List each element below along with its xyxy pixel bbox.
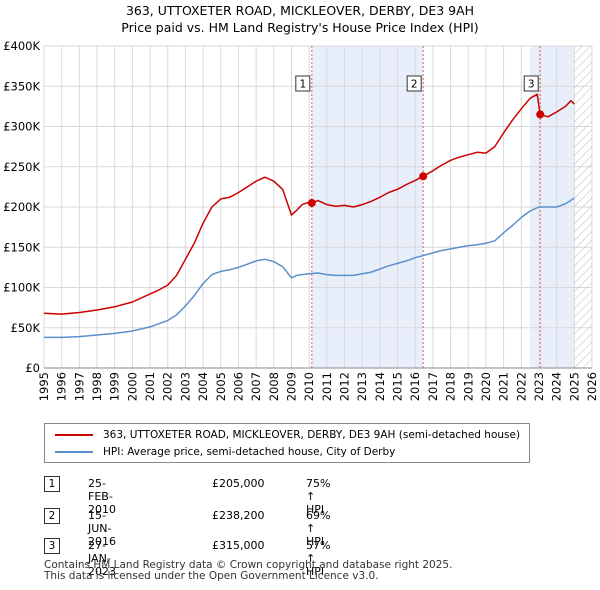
transaction-price: £238,200 bbox=[212, 509, 265, 522]
transaction-date: 15-JUN-2016 bbox=[88, 509, 116, 548]
x-tick-label: 2021 bbox=[497, 372, 511, 401]
sale-point bbox=[419, 172, 428, 181]
transaction-hpi: 75% ↑ HPI bbox=[306, 477, 331, 516]
y-tick-label: £0 bbox=[25, 361, 40, 375]
x-tick-label: 1999 bbox=[108, 372, 122, 401]
sale-marker-box bbox=[523, 75, 539, 92]
footer: Contains HM Land Registry data © Crown c… bbox=[44, 560, 452, 582]
transaction-number: 3 bbox=[44, 538, 60, 554]
sale-marker-label: 3 bbox=[528, 79, 535, 91]
legend-label-hpi: HPI: Average price, semi-detached house,… bbox=[103, 446, 396, 458]
transaction-price: £315,000 bbox=[212, 539, 265, 552]
x-tick-label: 2022 bbox=[514, 372, 528, 401]
x-tick-label: 2000 bbox=[125, 372, 139, 401]
x-tick-label: 2011 bbox=[320, 372, 334, 401]
x-tick-label: 2007 bbox=[249, 372, 263, 401]
x-tick-label: 2026 bbox=[585, 372, 599, 401]
x-tick-label: 2017 bbox=[426, 372, 440, 401]
x-tick-label: 2015 bbox=[391, 372, 405, 401]
transaction-number: 2 bbox=[44, 508, 60, 524]
sale-marker-box bbox=[295, 75, 311, 92]
x-tick-label: 2018 bbox=[444, 372, 458, 401]
legend-label-price: 363, UTTOXETER ROAD, MICKLEOVER, DERBY, … bbox=[103, 429, 521, 441]
y-tick-label: £200K bbox=[3, 200, 40, 214]
x-tick-label: 2023 bbox=[532, 372, 546, 401]
transaction-hpi: 69% ↑ HPI bbox=[306, 509, 331, 548]
blue-line-swatch bbox=[55, 451, 93, 453]
transaction-number: 1 bbox=[44, 476, 60, 492]
price-chart: 1 2 3 £0 £50K £100K £150K £200K £250K £300K £350K… bbox=[3, 39, 599, 401]
sale-marker-box bbox=[406, 75, 422, 92]
legend: 363, UTTOXETER ROAD, MICKLEOVER, DERBY, … bbox=[44, 423, 530, 463]
x-tick-label: 2025 bbox=[567, 372, 581, 401]
x-tick-label: 2013 bbox=[355, 372, 369, 401]
transaction-hpi: 57% ↑ HPI bbox=[306, 539, 331, 578]
y-tick-label: £50K bbox=[11, 321, 41, 335]
x-tick-label: 2006 bbox=[231, 372, 245, 401]
y-tick-label: £350K bbox=[3, 79, 40, 93]
x-tick-label: 2014 bbox=[373, 372, 387, 401]
x-tick-label: 2005 bbox=[214, 372, 228, 401]
transaction-price: £205,000 bbox=[212, 477, 265, 490]
transaction-date: 27-JAN-2023 bbox=[88, 539, 116, 578]
x-tick-label: 2003 bbox=[178, 372, 192, 401]
x-tick-label: 1996 bbox=[55, 372, 69, 401]
sale-marker-label: 1 bbox=[299, 79, 306, 91]
sale-point bbox=[536, 110, 545, 119]
legend-item-price: 363, UTTOXETER ROAD, MICKLEOVER, DERBY, … bbox=[55, 427, 520, 443]
y-tick-label: £250K bbox=[3, 160, 40, 174]
footer-licence: This data is licensed under the Open Gov… bbox=[44, 570, 379, 582]
x-tick-label: 2012 bbox=[338, 372, 352, 401]
x-tick-label: 2004 bbox=[196, 372, 210, 401]
x-tick-label: 2009 bbox=[284, 372, 298, 401]
x-tick-label: 1998 bbox=[90, 372, 104, 401]
x-tick-label: 2002 bbox=[161, 372, 175, 401]
y-tick-label: £300K bbox=[3, 120, 40, 134]
x-tick-label: 1995 bbox=[37, 372, 51, 401]
x-tick-label: 2020 bbox=[479, 372, 493, 401]
y-tick-label: £100K bbox=[3, 281, 40, 295]
x-tick-label: 1997 bbox=[72, 372, 86, 401]
footer-copyright: Contains HM Land Registry data © Crown c… bbox=[44, 559, 453, 571]
red-line-swatch bbox=[55, 434, 93, 436]
y-tick-label: £150K bbox=[3, 240, 40, 254]
sale-point bbox=[307, 198, 316, 207]
x-tick-label: 2001 bbox=[143, 372, 157, 401]
chart-subtitle: Price paid vs. HM Land Registry's House … bbox=[121, 20, 479, 35]
transaction-date: 25-FEB-2010 bbox=[88, 477, 116, 516]
x-tick-label: 2010 bbox=[302, 372, 316, 401]
x-tick-label: 2016 bbox=[408, 372, 422, 401]
x-tick-label: 2008 bbox=[267, 372, 281, 401]
chart-title: 363, UTTOXETER ROAD, MICKLEOVER, DERBY, … bbox=[125, 3, 475, 18]
sale-marker-label: 2 bbox=[411, 79, 418, 91]
x-tick-label: 2024 bbox=[550, 372, 564, 401]
x-tick-label: 2019 bbox=[461, 372, 475, 401]
hpi-series-line bbox=[44, 197, 575, 339]
forecast-hatch bbox=[574, 46, 592, 368]
price-series-line bbox=[43, 93, 575, 315]
legend-item-hpi: HPI: Average price, semi-detached house,… bbox=[55, 444, 395, 460]
y-tick-label: £400K bbox=[3, 39, 40, 53]
